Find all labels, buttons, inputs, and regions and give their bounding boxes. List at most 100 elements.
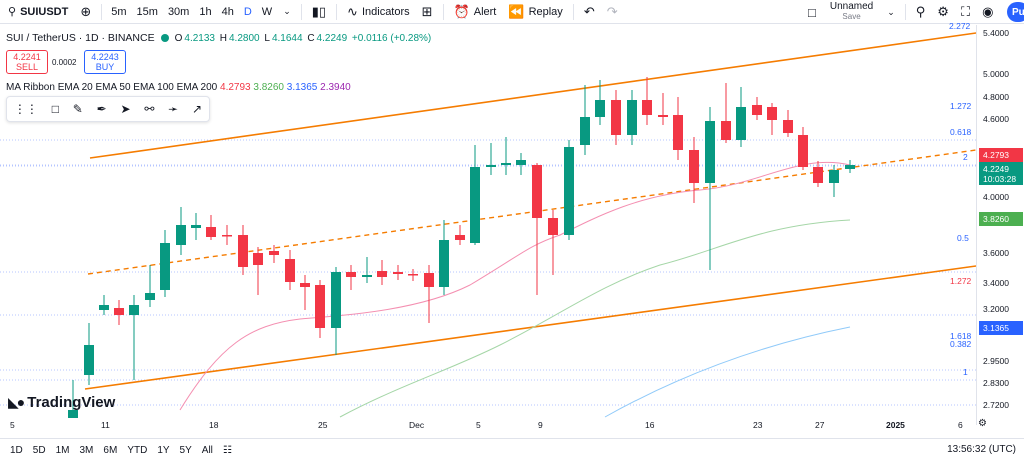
chevron-down-icon: ⌄ [887,6,895,17]
layout-square-button[interactable]: □ [802,0,822,24]
fib-level-1618: 1.618 [950,331,972,341]
high-value: 4.2800 [229,32,260,44]
measure-tool-icon[interactable]: ↗ [192,102,203,116]
range-5y[interactable]: 5Y [179,444,192,456]
date-range-button[interactable]: ☷ [218,445,237,456]
price-label-top: 2.272 [949,21,971,31]
replay-button[interactable]: ⏪ Replay [502,0,568,24]
logo-text: TradingView [27,394,116,411]
candle-body [206,227,216,237]
tradingview-logo[interactable]: ◣● TradingView [8,394,115,411]
sell-label: SELL [15,62,39,72]
divider [442,3,444,20]
gear-icon: ⚙ [978,418,987,429]
line-tool-icon[interactable]: ➛ [168,102,179,116]
price-chart[interactable] [0,25,976,418]
redo-button[interactable]: ↷ [601,0,624,24]
calendar-icon: ☷ [222,444,232,456]
rewind-icon: ⏪ [508,3,525,19]
axis-settings-button[interactable]: ⚙ [978,418,987,429]
highlighter-tool-icon[interactable]: ✒ [96,102,107,116]
timeframe-d[interactable]: D [243,5,252,18]
buy-price: 4.2243 [91,52,119,62]
low-label: L [264,32,270,44]
templates-button[interactable]: ⊞ [416,0,439,24]
rectangle-tool-icon[interactable]: □ [51,102,59,116]
range-1y[interactable]: 1Y [157,444,170,456]
range-1d[interactable]: 1D [10,444,23,456]
plus-circle-icon: ⊕ [80,3,92,19]
range-3m[interactable]: 3M [79,444,94,456]
candle-body [176,225,186,245]
price-label: 2.7200 [983,400,1009,410]
layout-menu-button[interactable]: ⌄ [881,0,901,24]
quick-search-button[interactable]: ⚲ [910,0,932,24]
layout-name-button[interactable]: Unnamed Save [822,0,881,24]
ema100-line [604,326,851,418]
fib-level-05: 0.5 [957,233,969,243]
range-1m[interactable]: 1M [55,444,70,456]
range-all[interactable]: All [201,444,213,456]
time-axis[interactable]: 5 11 18 25 Dec 5 9 16 23 27 2025 6 [0,418,976,432]
path-tool-icon[interactable]: ⚯ [144,102,155,116]
time-label: 16 [645,420,655,430]
candle-body [798,135,808,167]
candle-body [68,410,78,418]
ema100-price-tag: 3.1365 [979,321,1023,335]
time-label: 18 [209,420,219,430]
indicators-button[interactable]: ∿ Indicators [341,0,416,24]
alarm-clock-icon: ⏰ [453,3,470,19]
candle-body [285,259,295,282]
settings-button[interactable]: ⚙ [931,0,955,24]
range-5d[interactable]: 5D [32,444,46,456]
fib-level-2: 2 [963,152,968,162]
timeframe-1h[interactable]: 1h [199,5,212,18]
pen-tool-icon[interactable]: ✎ [72,102,83,116]
timeframe-dropdown[interactable]: ⌄ [277,0,297,24]
ma-ribbon-title: MA Ribbon EMA 20 EMA 50 EMA 100 EMA 200 [6,82,218,93]
toolbar-right-group: □ Unnamed Save ⌄ ⚲ ⚙ ⛶ ◉ Pu [802,0,1024,24]
candle-body [627,100,637,135]
compare-symbol-button[interactable]: ⊕ [74,0,97,24]
buy-button[interactable]: 4.2243 BUY [84,50,126,74]
time-label: 5 [476,420,481,430]
candle-body [362,275,372,277]
price-label: 3.6000 [983,248,1009,258]
price-axis[interactable]: 2.272 5.4000 5.0000 4.8000 4.6000 4.2793… [949,21,1024,425]
buy-label: BUY [95,62,115,72]
timeframe-w[interactable]: W [261,5,273,18]
undo-button[interactable]: ↶ [578,0,601,24]
alert-button[interactable]: ⏰ Alert [448,0,503,24]
candle-body [548,218,558,235]
timeframe-5m[interactable]: 5m [111,5,127,18]
candle-body [705,121,715,183]
candle-body [767,107,777,120]
redo-icon: ↷ [606,3,618,19]
snapshot-button[interactable]: ◉ [976,0,999,24]
ohlc-values: O 4.2133 H 4.2800 L 4.1644 C 4.2249 +0.0116 … [175,33,434,44]
indicators-label: Indicators [361,5,410,18]
fullscreen-button[interactable]: ⛶ [955,0,976,24]
range-ytd[interactable]: YTD [127,444,148,456]
drawing-toolbar: ⋮⋮ □ ✎ ✒ ➤ ⚯ ➛ ↗ [6,96,210,122]
utc-clock[interactable]: 13:56:32 (UTC) [947,444,1016,455]
candle-body [253,253,263,265]
candle-body [486,165,496,167]
gear-icon: ⚙ [937,4,949,19]
ema20-value: 4.2793 [220,82,251,93]
timeframe-30m[interactable]: 30m [167,5,190,18]
ma-ribbon-legend[interactable]: MA Ribbon EMA 20 EMA 50 EMA 100 EMA 200 … [6,82,351,93]
price-label: 5.0000 [983,69,1009,79]
symbol-search-button[interactable]: ⚲ SUIUSDT [0,0,74,24]
publish-avatar: Pu [1007,2,1024,22]
publish-button[interactable]: Pu [999,0,1024,24]
cursor-tool-icon[interactable]: ➤ [120,102,131,116]
timeframe-15m[interactable]: 15m [136,5,158,18]
chart-type-button[interactable]: ▮▯ [306,0,332,24]
sell-button[interactable]: 4.2241 SELL [6,50,48,74]
chevron-down-icon: ⌄ [283,6,291,16]
range-6m[interactable]: 6M [103,444,118,456]
drag-handle-icon[interactable]: ⋮⋮ [13,102,38,116]
symbol-title[interactable]: SUI / TetherUS · 1D · BINANCE [6,32,155,44]
timeframe-4h[interactable]: 4h [221,5,234,18]
